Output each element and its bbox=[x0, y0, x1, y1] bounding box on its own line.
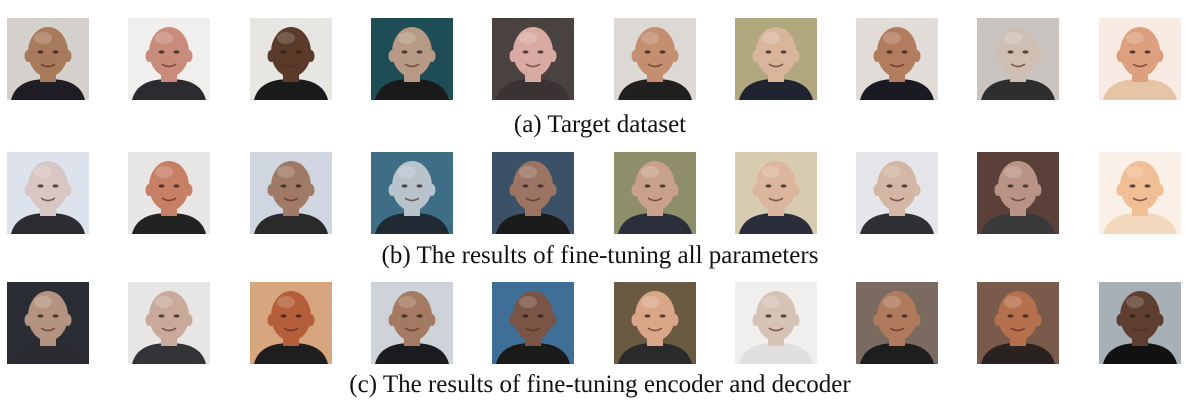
face-image bbox=[371, 282, 453, 364]
face-image bbox=[977, 152, 1059, 234]
face-thumbnail bbox=[128, 152, 210, 234]
face-thumbnail bbox=[7, 18, 89, 100]
face-thumbnail bbox=[614, 282, 696, 364]
face-image bbox=[7, 282, 89, 364]
face-thumbnail bbox=[492, 282, 574, 364]
face-thumbnail bbox=[856, 18, 938, 100]
face-thumbnail bbox=[250, 282, 332, 364]
face-image bbox=[128, 152, 210, 234]
face-thumbnail bbox=[1099, 152, 1181, 234]
face-image bbox=[250, 18, 332, 100]
face-image bbox=[614, 18, 696, 100]
face-image bbox=[977, 282, 1059, 364]
face-thumbnail bbox=[977, 18, 1059, 100]
face-image bbox=[977, 18, 1059, 100]
face-thumbnail bbox=[977, 152, 1059, 234]
face-image bbox=[614, 152, 696, 234]
face-thumbnail bbox=[856, 152, 938, 234]
face-image bbox=[250, 282, 332, 364]
face-thumbnail bbox=[977, 282, 1059, 364]
face-thumbnail bbox=[7, 282, 89, 364]
face-thumbnail bbox=[735, 152, 817, 234]
face-image bbox=[735, 282, 817, 364]
face-image bbox=[856, 282, 938, 364]
face-image bbox=[128, 18, 210, 100]
face-thumbnail bbox=[250, 152, 332, 234]
face-image bbox=[250, 152, 332, 234]
face-image bbox=[7, 152, 89, 234]
face-image bbox=[492, 282, 574, 364]
face-thumbnail bbox=[371, 282, 453, 364]
face-image bbox=[735, 18, 817, 100]
face-thumbnail bbox=[128, 18, 210, 100]
face-thumbnail bbox=[614, 152, 696, 234]
face-image bbox=[1099, 152, 1181, 234]
face-thumbnail bbox=[371, 152, 453, 234]
face-image bbox=[614, 282, 696, 364]
caption-fine-tuning-all-parameters: (b) The results of fine-tuning all param… bbox=[381, 242, 819, 269]
face-row-fine-tuning-encoder-decoder bbox=[0, 282, 1200, 364]
face-thumbnail bbox=[1099, 282, 1181, 364]
face-image bbox=[492, 152, 574, 234]
face-thumbnail bbox=[371, 18, 453, 100]
face-image bbox=[1099, 18, 1181, 100]
face-thumbnail bbox=[1099, 18, 1181, 100]
face-thumbnail bbox=[492, 18, 574, 100]
face-image bbox=[128, 282, 210, 364]
face-image bbox=[856, 152, 938, 234]
face-thumbnail bbox=[492, 152, 574, 234]
face-image bbox=[1099, 282, 1181, 364]
caption-fine-tuning-encoder-decoder: (c) The results of fine-tuning encoder a… bbox=[349, 371, 851, 398]
face-thumbnail bbox=[128, 282, 210, 364]
face-image bbox=[492, 18, 574, 100]
face-image bbox=[7, 18, 89, 100]
face-row-target-dataset bbox=[0, 18, 1200, 100]
face-image bbox=[371, 18, 453, 100]
face-row-fine-tuning-all-parameters bbox=[0, 152, 1200, 234]
face-thumbnail bbox=[614, 18, 696, 100]
face-thumbnail bbox=[735, 18, 817, 100]
face-thumbnail bbox=[7, 152, 89, 234]
caption-target-dataset: (a) Target dataset bbox=[513, 111, 687, 138]
face-thumbnail bbox=[250, 18, 332, 100]
face-image bbox=[735, 152, 817, 234]
face-image bbox=[856, 18, 938, 100]
face-thumbnail bbox=[856, 282, 938, 364]
face-thumbnail bbox=[735, 282, 817, 364]
face-image bbox=[371, 152, 453, 234]
